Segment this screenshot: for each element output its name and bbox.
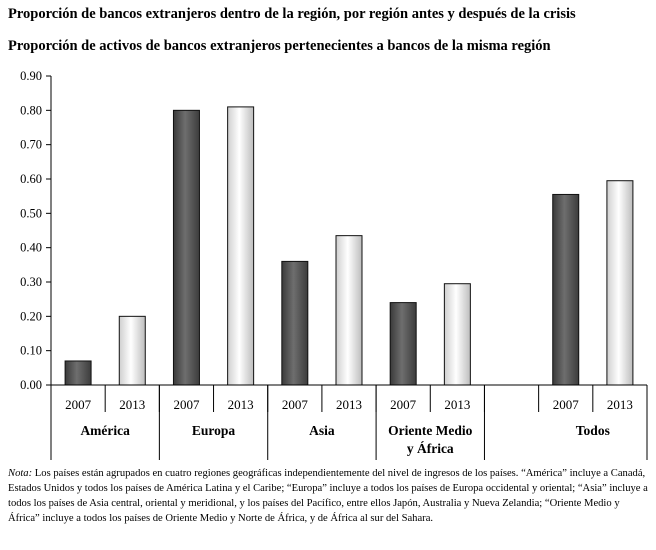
bar-todos-2013 <box>606 180 634 386</box>
y-tick-label: 0.00 <box>20 378 42 392</box>
bar-chart: 0.00 0.10 0.20 0.30 0.40 0.50 0.60 0.70 0.80 0.90… <box>20 69 648 460</box>
footnote-text: Los países están agrupados en cuatro reg… <box>8 468 648 524</box>
x-tick-label: 2007 <box>282 397 309 412</box>
x-tick-label: 2013 <box>336 397 362 412</box>
y-tick-label: 0.60 <box>20 172 42 186</box>
footnote-label: Nota: <box>8 468 33 479</box>
x-tick-label: 2013 <box>119 397 145 412</box>
y-tick-label: 0.30 <box>20 275 42 289</box>
bar-am-rica-2007 <box>64 360 92 386</box>
y-tick-label: 0.70 <box>20 138 42 152</box>
bar-oriente-medio-y-frica-2013 <box>443 283 471 386</box>
bar-europa-2013 <box>227 106 255 386</box>
bar-oriente-medio-y-frica-2007 <box>389 302 417 386</box>
x-tick-label: 2007 <box>553 397 580 412</box>
y-tick-label: 0.80 <box>20 103 42 117</box>
bar-asia-2007 <box>281 260 309 386</box>
x-tick-label: 2013 <box>228 397 254 412</box>
y-tick-label: 0.20 <box>20 309 42 323</box>
x-tick-label: 2013 <box>607 397 633 412</box>
x-tick-label: 2007 <box>173 397 200 412</box>
chart-title-line-1: Proporción de bancos extranjeros dentro … <box>8 6 576 22</box>
bar-asia-2013 <box>335 235 363 386</box>
bar-europa-2007 <box>172 109 200 386</box>
x-group-label: Todos <box>576 423 610 438</box>
x-group-label: Oriente Medio y África <box>388 423 473 456</box>
footnote: Nota: Los países están agrupados en cuat… <box>8 466 648 526</box>
x-group-label: América <box>80 423 130 438</box>
y-tick-label: 0.50 <box>20 206 42 220</box>
x-tick-label: 2007 <box>390 397 417 412</box>
x-tick-label: 2007 <box>65 397 92 412</box>
y-tick-label: 0.10 <box>20 344 42 358</box>
x-group-label: Asia <box>309 423 335 438</box>
bar-am-rica-2013 <box>118 315 146 386</box>
x-group-label: Europa <box>192 423 236 438</box>
x-axis: 2007 2013 2007 2013 2007 2013 2007 2013 2007 2013… <box>50 384 648 460</box>
bars <box>64 106 634 386</box>
y-axis: 0.00 0.10 0.20 0.30 0.40 0.50 0.60 0.70 0.80 0.90 <box>20 69 52 392</box>
x-tick-label: 2013 <box>444 397 470 412</box>
y-tick-label: 0.40 <box>20 241 42 255</box>
bar-todos-2007 <box>552 193 580 386</box>
chart-title-line-2: Proporción de activos de bancos extranje… <box>8 38 551 54</box>
y-tick-label: 0.90 <box>20 69 42 83</box>
